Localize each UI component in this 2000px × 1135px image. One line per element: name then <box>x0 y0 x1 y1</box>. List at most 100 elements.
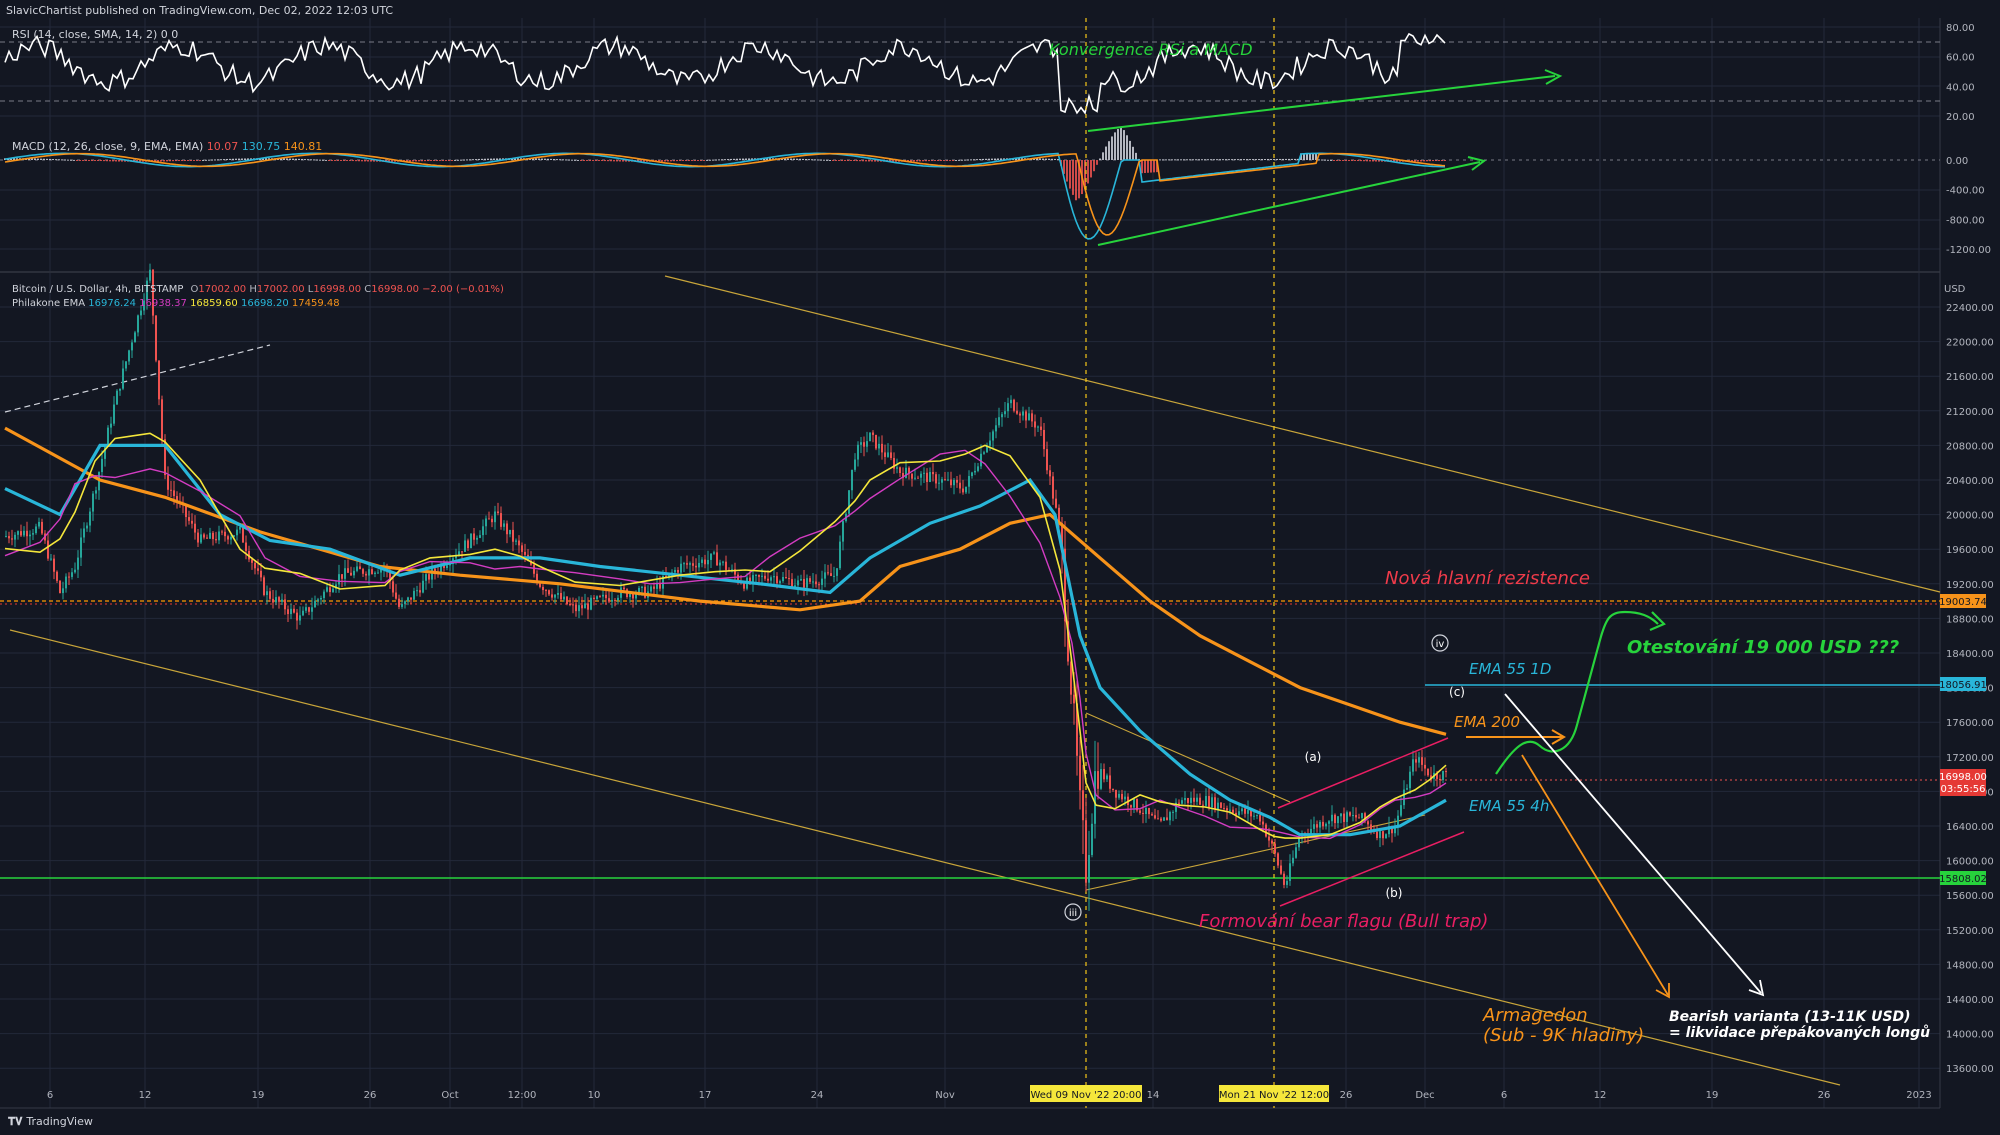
macd-histogram-bar <box>340 160 342 161</box>
macd-histogram-bar <box>577 159 579 161</box>
wave-b-label[interactable]: (b) <box>1386 886 1403 900</box>
macd-histogram-bar <box>115 160 117 162</box>
macd-histogram-bar <box>214 159 216 161</box>
macd-histogram-bar <box>979 159 981 161</box>
candle-body <box>1256 815 1258 817</box>
price-tick-label: 15600.00 <box>1946 891 1994 902</box>
macd-histogram-bar <box>1123 130 1125 160</box>
macd-histogram-bar <box>391 160 393 162</box>
macd-legend-name: MACD (12, 26, close, 9, EMA, EMA) <box>12 140 204 153</box>
candle-body <box>503 523 505 527</box>
tradingview-brand[interactable]: 𝐓𝐕 TradingView <box>8 1115 93 1129</box>
macd-histogram-bar <box>940 160 942 161</box>
candle-body <box>848 490 850 514</box>
candle-body <box>1214 797 1216 810</box>
candle-body <box>959 482 961 489</box>
macd-histogram-bar <box>322 159 324 161</box>
macd-signal-line <box>4 152 1446 236</box>
retest-annotation[interactable]: Otestování 19 000 USD ??? <box>1627 637 1899 658</box>
candle-body <box>764 575 766 579</box>
wave-iii-label[interactable]: iii <box>1064 903 1082 921</box>
macd-histogram-bar <box>748 158 750 160</box>
macd-histogram-bar <box>1288 158 1290 160</box>
candle-body <box>980 453 982 467</box>
macd-histogram-bar <box>952 160 954 161</box>
armageddon-annotation[interactable]: Armagedon <box>1482 1005 1588 1026</box>
candle-body <box>89 511 91 526</box>
macd-histogram-bar <box>355 160 357 162</box>
publisher-line: SlavicChartist published on TradingView.… <box>6 4 394 17</box>
macd-histogram-bar <box>595 160 597 161</box>
macd-histogram-bar <box>598 160 600 161</box>
wave-c-label[interactable]: (c) <box>1449 685 1465 699</box>
macd-legend[interactable]: MACD (12, 26, close, 9, EMA, EMA) 10.07 … <box>12 140 322 153</box>
convergence-annotation[interactable]: Konvergence RSi a MACD <box>1049 40 1253 59</box>
price-tick-label: 17200.00 <box>1946 753 1994 764</box>
candle-body <box>1235 812 1237 816</box>
macd-histogram-bar <box>1156 160 1158 173</box>
candle-body <box>401 604 403 607</box>
price-tick-label: 20800.00 <box>1946 441 1994 452</box>
candle-body <box>167 475 169 490</box>
candle-body <box>623 587 625 590</box>
candle-body <box>197 532 199 543</box>
armageddon-sub-annotation[interactable]: (Sub - 9K hladiny) <box>1483 1025 1644 1046</box>
candle-body <box>377 572 379 574</box>
macd-histogram-bar <box>1069 160 1071 189</box>
time-tick-label: 19 <box>1706 1090 1719 1101</box>
macd-histogram-bar <box>1411 160 1413 162</box>
candle-body <box>839 541 841 569</box>
candle-body <box>539 582 541 587</box>
candle-body <box>1319 821 1321 828</box>
macd-histogram-bar <box>1132 146 1134 160</box>
candle-body <box>1427 768 1429 776</box>
macd-histogram-bar <box>1444 160 1446 161</box>
candle-body <box>992 431 994 441</box>
candle-body <box>392 581 394 593</box>
ema55-1d-annotation[interactable]: EMA 55 1D <box>1469 660 1551 678</box>
macd-histogram-bar <box>1048 158 1050 160</box>
candle-body <box>581 605 583 609</box>
candle-body <box>230 536 232 540</box>
macd-histogram-bar <box>1366 160 1368 162</box>
macd-histogram-bar <box>997 158 999 160</box>
price-tick-label: 20400.00 <box>1946 476 1994 487</box>
macd-histogram-bar <box>202 159 204 161</box>
macd-histogram-bar <box>169 160 171 162</box>
ema-legend[interactable]: Philakone EMA 16976.24 16938.37 16859.60… <box>12 298 340 309</box>
ema55-4h-annotation[interactable]: EMA 55 4h <box>1469 797 1549 815</box>
bearish-annotation[interactable]: Bearish varianta (13-11K USD) <box>1669 1009 1911 1025</box>
candle-body <box>155 315 157 361</box>
candle-body <box>575 604 577 612</box>
badge-support: 15808.02 <box>1939 871 1987 885</box>
macd-histogram-bar <box>157 160 159 162</box>
macd-histogram-bar <box>442 160 444 161</box>
macd-histogram-bar <box>97 160 99 161</box>
macd-histogram-bar <box>1321 159 1323 161</box>
price-tick-label: 18400.00 <box>1946 649 1994 660</box>
wave-iv-label[interactable]: iv <box>1431 634 1449 652</box>
candle-body <box>1415 759 1417 763</box>
macd-histogram-bar <box>421 160 423 162</box>
rsi-legend[interactable]: RSI (14, close, SMA, 14, 2) 0 0 <box>12 28 179 41</box>
candle-body <box>632 593 634 599</box>
candle-body <box>1172 811 1174 813</box>
macd-histogram-bar <box>1045 158 1047 160</box>
macd-histogram-bar <box>1297 158 1299 160</box>
candle-body <box>917 477 919 479</box>
wave-a-label[interactable]: (a) <box>1305 750 1322 764</box>
resistance-annotation[interactable]: Nová hlavní rezistence <box>1385 568 1590 589</box>
bear-flag-annotation[interactable]: Formování bear flagu (Bull trap) <box>1199 911 1488 932</box>
symbol-legend[interactable]: Bitcoin / U.S. Dollar, 4h, BITSTAMP O170… <box>12 284 504 295</box>
svg-text:19003.74: 19003.74 <box>1939 597 1987 608</box>
bearish-sub-annotation[interactable]: = likvidace přepákovaných longů <box>1669 1024 1930 1041</box>
macd-histogram-bar <box>1303 153 1305 160</box>
ema200-annotation[interactable]: EMA 200 <box>1454 713 1520 731</box>
candle-body <box>125 361 127 369</box>
time-axis[interactable]: 6 12 19 26 Oct 12:00 10 17 24 Nov 14 26 Dec 6 12 19 26 20… <box>47 1090 1932 1101</box>
macd-histogram-bar <box>970 159 972 161</box>
candle-body <box>806 578 808 588</box>
candle-body <box>1067 621 1069 662</box>
macd-histogram-bar <box>826 159 828 161</box>
